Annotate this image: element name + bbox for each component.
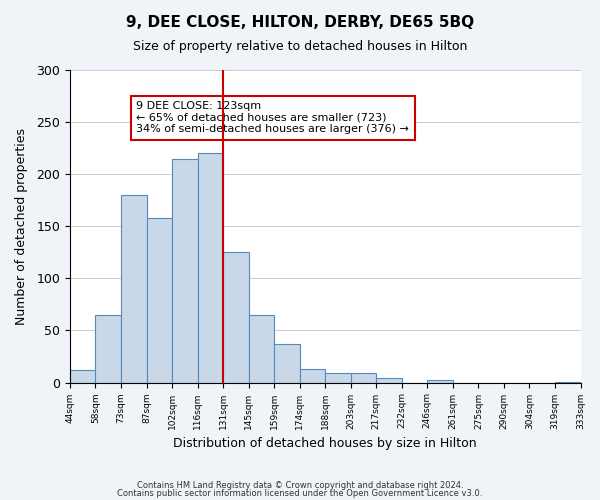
Bar (197, 154, 223, 382)
Bar (248, 315, 274, 382)
Bar (427, 380, 453, 382)
Bar (299, 369, 325, 382)
Text: 9, DEE CLOSE, HILTON, DERBY, DE65 5BQ: 9, DEE CLOSE, HILTON, DERBY, DE65 5BQ (126, 15, 474, 30)
Bar (172, 158, 197, 382)
Bar (70, 370, 95, 382)
Bar (121, 195, 146, 382)
Text: Contains HM Land Registry data © Crown copyright and database right 2024.: Contains HM Land Registry data © Crown c… (137, 481, 463, 490)
Y-axis label: Number of detached properties: Number of detached properties (15, 128, 28, 325)
Text: 9 DEE CLOSE: 123sqm
← 65% of detached houses are smaller (723)
34% of semi-detac: 9 DEE CLOSE: 123sqm ← 65% of detached ho… (136, 102, 409, 134)
Bar (351, 373, 376, 382)
Bar (325, 373, 351, 382)
Text: Size of property relative to detached houses in Hilton: Size of property relative to detached ho… (133, 40, 467, 53)
Bar (223, 252, 248, 382)
Bar (95, 315, 121, 382)
Text: Contains public sector information licensed under the Open Government Licence v3: Contains public sector information licen… (118, 488, 482, 498)
Bar (376, 378, 402, 382)
Bar (146, 218, 172, 382)
Bar (274, 344, 299, 383)
X-axis label: Distribution of detached houses by size in Hilton: Distribution of detached houses by size … (173, 437, 477, 450)
